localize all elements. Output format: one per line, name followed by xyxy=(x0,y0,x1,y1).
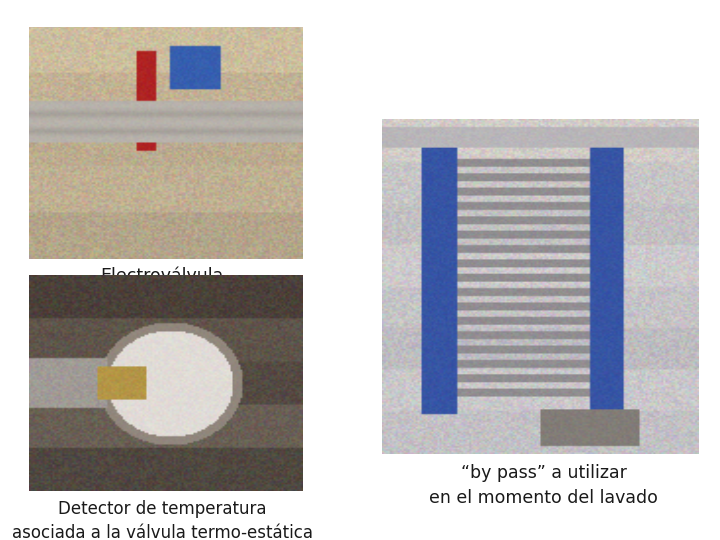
Text: Electroválvula: Electroválvula xyxy=(100,267,224,285)
Text: Detector de temperatura
asociada a la válvula termo-estática: Detector de temperatura asociada a la vá… xyxy=(12,500,312,540)
Text: “by pass” a utilizar
en el momento del lavado: “by pass” a utilizar en el momento del l… xyxy=(429,464,658,508)
